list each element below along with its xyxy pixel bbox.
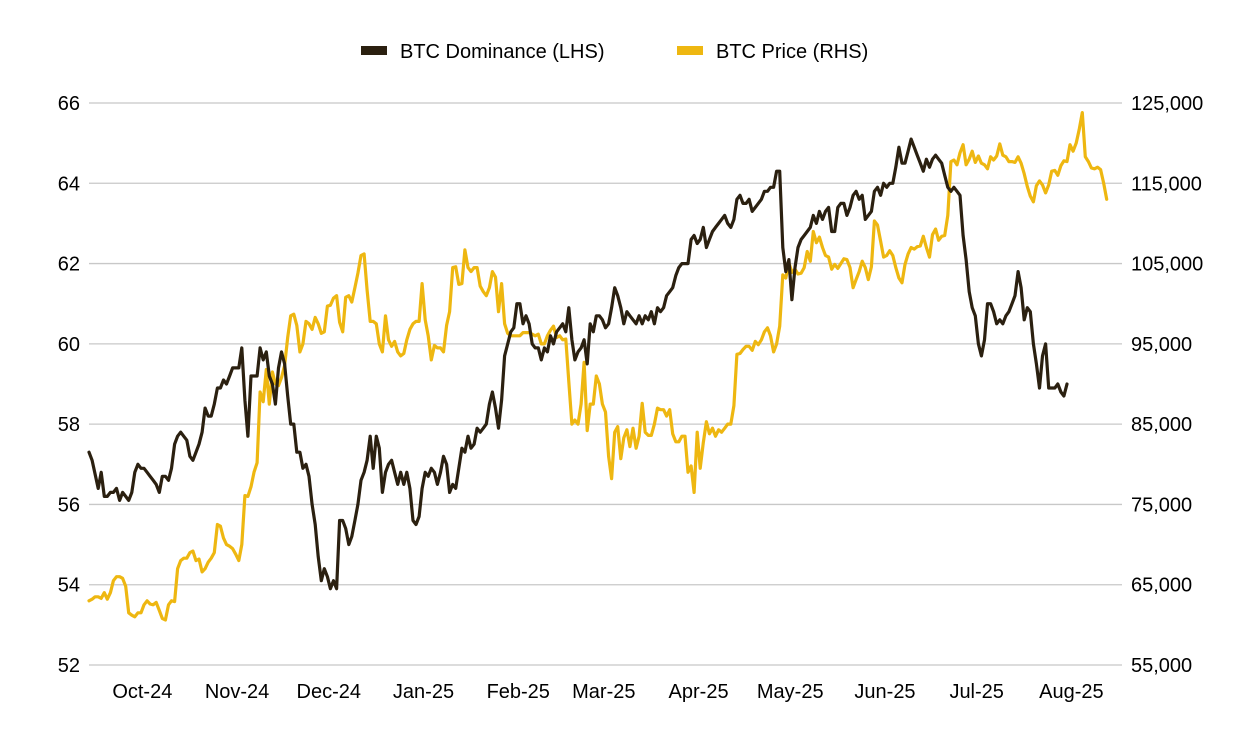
right-tick-label: 105,000 — [1131, 254, 1203, 276]
legend-label-price: BTC Price (RHS) — [716, 41, 868, 63]
left-tick-label: 58 — [58, 414, 80, 436]
right-tick-label: 115,000 — [1131, 173, 1202, 195]
left-tick-label: 64 — [58, 173, 80, 195]
left-tick-label: 66 — [58, 93, 80, 115]
x-tick-label: Jan-25 — [393, 681, 454, 703]
left-tick-label: 54 — [58, 575, 80, 597]
right-tick-label: 95,000 — [1131, 334, 1192, 356]
x-tick-label: Jul-25 — [949, 681, 1003, 703]
x-tick-label: Mar-25 — [572, 681, 635, 703]
left-tick-label: 62 — [58, 254, 80, 276]
x-tick-label: Oct-24 — [112, 681, 172, 703]
right-tick-label: 75,000 — [1131, 494, 1192, 516]
right-tick-label: 125,000 — [1131, 93, 1203, 115]
gridlines — [89, 102, 1122, 666]
x-tick-label: Dec-24 — [297, 681, 361, 703]
right-tick-label: 65,000 — [1131, 575, 1192, 597]
right-axis-ticks: 55,000 65,000 75,000 85,000 95,000 105,000 115… — [1131, 93, 1203, 677]
series-lines — [87, 111, 1109, 622]
x-tick-label: Jun-25 — [854, 681, 915, 703]
series-line-price — [87, 111, 1109, 622]
left-tick-label: 52 — [58, 655, 80, 677]
left-tick-label: 60 — [58, 334, 80, 356]
x-tick-label: Aug-25 — [1039, 681, 1104, 703]
series-line-dominance — [87, 137, 1069, 591]
x-axis-ticks: Oct-24 Nov-24 Dec-24 Jan-25 Feb-25 Mar-25 Apr-… — [112, 681, 1103, 703]
x-tick-label: Apr-25 — [669, 681, 729, 703]
left-tick-label: 56 — [58, 494, 80, 516]
right-tick-label: 85,000 — [1131, 414, 1192, 436]
legend-swatch-dominance — [361, 46, 387, 55]
x-tick-label: Nov-24 — [205, 681, 269, 703]
right-tick-label: 55,000 — [1131, 655, 1192, 677]
x-tick-label: May-25 — [757, 681, 824, 703]
x-tick-label: Feb-25 — [487, 681, 550, 703]
left-axis-ticks: 52 54 56 58 60 62 64 66 — [58, 93, 80, 677]
legend: BTC Dominance (LHS) BTC Price (RHS) — [361, 41, 868, 63]
legend-label-dominance: BTC Dominance (LHS) — [400, 41, 605, 63]
legend-swatch-price — [677, 46, 703, 55]
